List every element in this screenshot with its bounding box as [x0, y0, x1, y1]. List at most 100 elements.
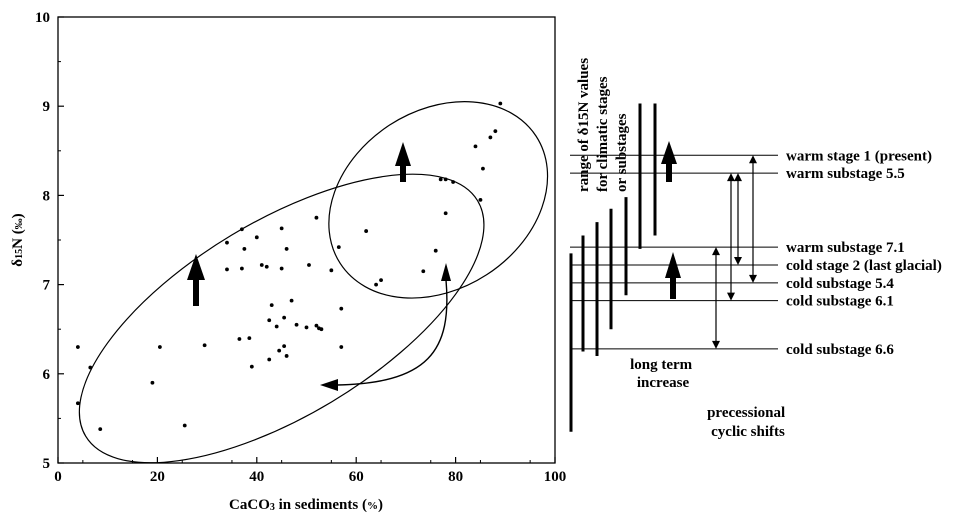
- data-point: [443, 211, 448, 216]
- cluster-ellipse: [78, 173, 485, 464]
- x-tick-label: 80: [448, 469, 463, 485]
- data-point: [157, 345, 162, 349]
- stage-label: cold substage 5.4: [786, 276, 894, 292]
- data-point: [438, 177, 443, 182]
- data-point: [488, 135, 493, 140]
- data-point: [433, 248, 438, 253]
- data-point: [339, 306, 344, 311]
- data-point: [242, 247, 247, 251]
- data-point: [284, 247, 289, 251]
- arrow-head-up-icon: [749, 155, 757, 164]
- data-point: [481, 166, 485, 171]
- up-arrow-icon: [665, 252, 681, 299]
- data-point: [274, 324, 279, 329]
- arrow-head-up-icon: [734, 173, 742, 182]
- data-point: [277, 348, 282, 353]
- data-point: [75, 401, 80, 406]
- x-tick-label: 60: [349, 469, 364, 485]
- plot-frame: [57, 16, 556, 464]
- y-tick-label: 6: [43, 367, 51, 383]
- arrow-head-left-icon: [320, 379, 338, 391]
- data-point: [264, 264, 269, 269]
- stage-label: cold substage 6.6: [786, 342, 894, 358]
- data-point: [247, 336, 252, 341]
- data-point: [150, 380, 155, 385]
- data-point: [225, 267, 229, 272]
- y-tick-label: 8: [43, 188, 51, 204]
- x-tick-label: 20: [150, 469, 165, 485]
- data-point: [498, 101, 503, 106]
- data-points: [75, 101, 503, 432]
- arrow-head-up-icon: [441, 263, 451, 281]
- side-heading: range of δ15N values for climatic stages…: [576, 54, 630, 192]
- x-tick-label: 100: [544, 469, 567, 485]
- axis-ticks: 0 20 40 60 80 100 5 6 7 8 9 10: [35, 10, 566, 485]
- data-point: [473, 144, 478, 149]
- arrow-head-up-icon: [727, 173, 735, 182]
- y-tick-label: 7: [43, 278, 51, 294]
- data-point: [279, 266, 284, 271]
- data-point: [282, 315, 287, 320]
- arrow-head-down-icon: [712, 340, 720, 349]
- arrow-head-up-icon: [712, 247, 720, 256]
- ellipses: [78, 101, 549, 464]
- side-panel: warm stage 1 (present) warm substage 5.5 w…: [569, 103, 942, 432]
- y-tick-label: 10: [35, 10, 50, 26]
- data-point: [88, 365, 93, 370]
- arrow-head-down-icon: [749, 274, 757, 283]
- data-point: [443, 177, 448, 182]
- data-point: [239, 227, 244, 232]
- data-point: [202, 343, 207, 348]
- data-point: [478, 197, 483, 202]
- x-axis-label: CaCO3 in sediments (%): [229, 497, 383, 513]
- data-point: [279, 226, 284, 231]
- data-point: [319, 327, 324, 332]
- data-point: [182, 423, 187, 428]
- curved-arrow: [329, 279, 448, 386]
- data-point: [421, 269, 426, 274]
- data-point: [451, 180, 456, 184]
- data-point: [304, 325, 309, 330]
- stage-label: warm substage 7.1: [786, 240, 905, 256]
- data-point: [374, 282, 378, 287]
- up-arrow-icon: [395, 142, 411, 182]
- data-point: [379, 278, 383, 283]
- cluster-ellipse: [328, 101, 549, 299]
- x-tick-label: 40: [249, 469, 264, 485]
- data-point: [284, 354, 289, 358]
- data-point: [259, 263, 264, 267]
- stage-label: warm substage 5.5: [786, 166, 905, 182]
- arrow-head-down-icon: [727, 292, 735, 301]
- data-point: [289, 298, 294, 303]
- up-arrow-icon: [187, 254, 205, 306]
- x-tick-label: 0: [54, 469, 62, 485]
- data-point: [267, 318, 272, 323]
- data-point: [239, 266, 244, 271]
- data-point: [75, 345, 80, 349]
- data-point: [267, 357, 272, 362]
- data-point: [307, 263, 311, 267]
- stage-label: cold substage 6.1: [786, 294, 894, 310]
- note-precessional: precessional cyclic shifts: [707, 405, 789, 440]
- stage-label: cold stage 2 (last glacial): [786, 258, 942, 274]
- data-point: [249, 364, 254, 369]
- data-point: [282, 344, 287, 349]
- data-point: [314, 215, 319, 220]
- arrow-head-down-icon: [734, 256, 742, 265]
- data-point: [336, 245, 341, 250]
- y-tick-label: 5: [43, 456, 51, 472]
- data-point: [98, 427, 103, 432]
- data-point: [364, 229, 369, 233]
- data-point: [225, 240, 229, 245]
- data-point: [493, 129, 498, 134]
- data-point: [339, 345, 344, 349]
- note-long-term: long term increase: [630, 357, 696, 391]
- up-arrow-icon: [661, 141, 677, 182]
- data-point: [254, 235, 259, 240]
- data-point: [314, 323, 319, 328]
- data-point: [237, 337, 242, 341]
- stage-label: warm stage 1 (present): [786, 148, 932, 164]
- y-tick-label: 9: [43, 99, 51, 115]
- y-axis-label: δ15N (‰): [10, 213, 26, 266]
